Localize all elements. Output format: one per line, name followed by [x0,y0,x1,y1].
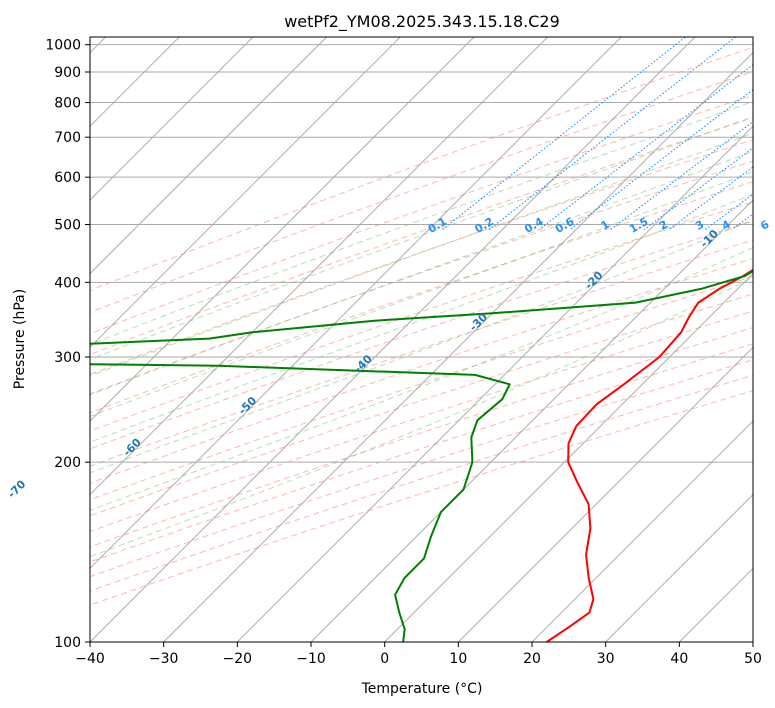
axes-layer: −40 −30 −20 −10 0 10 20 30 40 50 1000 900 800 700 600 5… [45,38,762,667]
isotherm-line [457,346,753,642]
dry-adiabat [90,257,753,484]
series-layer [90,268,753,642]
mixing-ratio-line [538,64,753,231]
isotherm-value-label: -60 [121,436,144,459]
x-tick-label: 0 [380,651,389,667]
dry-adiabat [90,46,753,292]
y-tick-label: 1000 [45,38,81,54]
mixing-ratio-line [668,166,753,231]
x-tick-label: 10 [449,651,467,667]
dry-adiabat [90,239,753,467]
dry-adiabat [90,139,753,376]
isotherm-line [90,37,328,275]
mixing-ratio-line [569,88,753,231]
x-tick-label: −10 [296,651,326,667]
y-tick-label: 300 [54,350,81,366]
x-tick-label: 30 [597,651,615,667]
mixing-ratio-line [770,20,775,230]
x-axis-label: Temperature (°C) [361,681,483,697]
x-tick-label: 20 [523,651,541,667]
dry-adiabat [90,160,753,395]
isotherm-line [162,51,753,642]
isotherm-line [236,125,753,642]
isotherm-line [531,420,753,642]
mixing-ratio-value-label: 6 [758,218,771,233]
dry-adiabat [90,71,753,314]
mixing-ratio-value-label: 0.4 [522,215,546,236]
dry-adiabat [90,94,753,335]
mixing-ratio-line [442,37,687,231]
dry-adiabat [90,293,753,517]
mixing-ratio-line [643,147,753,231]
dewpoint-profile-line [90,270,753,642]
mixing-ratio-line [610,121,753,231]
moist-adiabat [90,132,753,377]
moist-adiabat [90,193,753,443]
mixing-ratio-value-label: 0.1 [426,215,449,236]
x-tick-label: −20 [223,651,253,667]
dry-adiabat [90,201,753,432]
plot-frame [89,36,754,643]
isotherm-line [383,272,753,642]
moist-adiabat [90,116,753,361]
isotherm-line [90,37,623,570]
isotherm-value-label: -70 [5,477,28,500]
x-tick-label: 40 [670,651,688,667]
x-tick-label: 50 [744,651,762,667]
dry-adiabat [90,275,753,501]
dry-adiabat [90,359,753,578]
label-layer: -100-90-80-70-60-50-40-30-20-100.10.20.4… [5,215,772,501]
chart-title: wetPf2_YM08.2025.343.15.18.C29 [284,12,560,32]
y-tick-label: 400 [54,275,81,291]
dry-adiabat [90,117,753,356]
y-tick-label: 800 [54,96,81,112]
moist-adiabat [90,170,753,417]
isotherm-line [90,37,402,349]
isotherm-line [310,199,753,642]
dry-adiabat [90,220,753,450]
isotherm-line [604,493,753,642]
isotherm-line [90,37,254,201]
dry-adiabat [90,343,753,563]
grid-layer [90,20,775,642]
mixing-ratio-value-label: 4 [720,218,733,233]
temperature-profile-line [546,268,753,642]
mixing-ratio-value-label: 3 [693,218,706,233]
y-axis-label: Pressure (hPa) [12,289,28,389]
dry-adiabat [90,327,753,548]
dry-adiabat [90,374,753,592]
y-tick-label: 100 [54,635,81,651]
isotherm-line [90,37,696,642]
y-tick-label: 900 [54,65,81,81]
y-tick-label: 200 [54,455,81,471]
y-tick-label: 700 [54,130,81,146]
dry-adiabat [90,181,753,414]
mixing-ratio-value-label: 2 [657,218,670,233]
isotherm-line [90,37,475,422]
isotherm-line [90,37,549,496]
x-tick-label: −30 [149,651,179,667]
dry-adiabat [90,390,753,606]
x-tick-label: −40 [75,651,105,667]
mixing-ratio-line [488,37,737,231]
isotherm-value-label: -50 [236,394,259,417]
dry-adiabat [90,310,753,533]
y-tick-label: 500 [54,217,81,233]
y-tick-label: 600 [54,170,81,186]
